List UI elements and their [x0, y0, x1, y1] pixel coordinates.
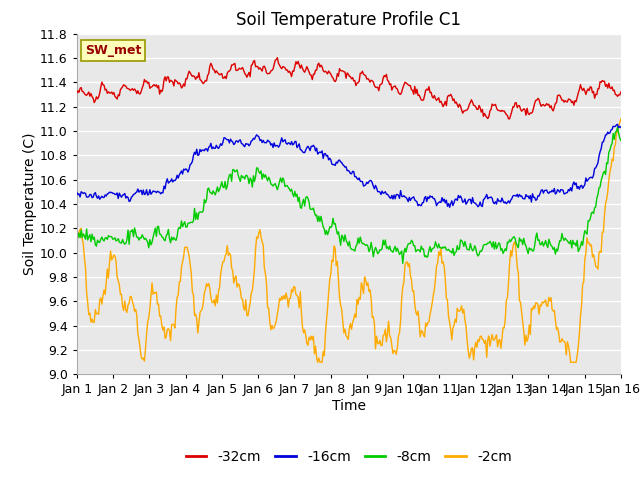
X-axis label: Time: Time	[332, 399, 366, 413]
Text: SW_met: SW_met	[85, 44, 141, 57]
Y-axis label: Soil Temperature (C): Soil Temperature (C)	[23, 133, 37, 275]
Legend: -32cm, -16cm, -8cm, -2cm: -32cm, -16cm, -8cm, -2cm	[180, 444, 518, 470]
Title: Soil Temperature Profile C1: Soil Temperature Profile C1	[236, 11, 461, 29]
